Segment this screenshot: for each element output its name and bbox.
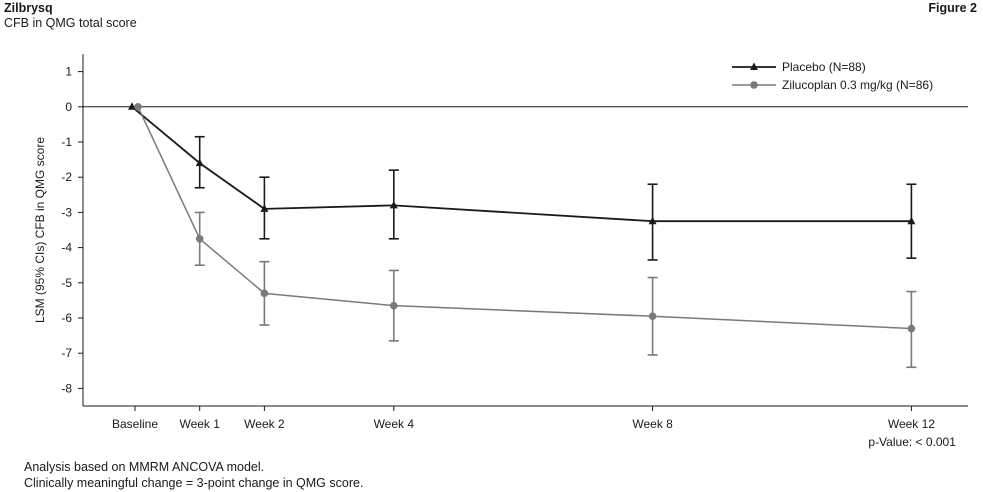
footnotes: Analysis based on MMRM ANCOVA model. Cli… bbox=[24, 459, 363, 491]
x-tick-label: Week 2 bbox=[244, 417, 285, 431]
data-point-circle bbox=[134, 103, 142, 111]
data-point-triangle bbox=[195, 158, 204, 167]
legend-label: Zilucoplan 0.3 mg/kg (N=86) bbox=[782, 78, 933, 92]
data-point-circle bbox=[260, 289, 269, 298]
legend-marker-circle bbox=[750, 81, 758, 89]
data-point-triangle bbox=[907, 216, 916, 225]
x-tick-label: Week 8 bbox=[632, 417, 673, 431]
footnote-clinical-change: Clinically meaningful change = 3-point c… bbox=[24, 476, 364, 490]
y-tick-label: -5 bbox=[61, 276, 72, 290]
data-point-circle bbox=[390, 301, 398, 310]
data-point-triangle bbox=[260, 204, 269, 212]
x-tick-label: Week 12 bbox=[888, 417, 935, 431]
legend-label: Placebo (N=88) bbox=[782, 60, 866, 74]
y-tick-label: -7 bbox=[61, 346, 72, 360]
data-point-circle bbox=[195, 235, 204, 243]
y-tick-label: -1 bbox=[61, 135, 72, 149]
x-tick-label: Week 1 bbox=[179, 417, 220, 431]
data-point-triangle bbox=[648, 216, 657, 225]
legend-marker-triangle bbox=[750, 62, 758, 70]
y-tick-label: -3 bbox=[61, 205, 72, 219]
y-tick-label: 1 bbox=[65, 65, 72, 79]
y-tick-label: 0 bbox=[65, 100, 72, 114]
data-point-triangle bbox=[128, 102, 136, 110]
series-line bbox=[137, 106, 912, 330]
series-line bbox=[131, 106, 912, 223]
data-point-triangle bbox=[389, 200, 398, 209]
data-point-circle bbox=[648, 312, 657, 321]
data-point-circle bbox=[907, 324, 916, 333]
p-value-annotation: p-Value: < 0.001 bbox=[868, 435, 956, 449]
x-tick-label: Week 4 bbox=[374, 417, 415, 431]
footnote-model: Analysis based on MMRM ANCOVA model. bbox=[24, 460, 265, 474]
chart-subtitle: CFB in QMG total score bbox=[4, 16, 137, 30]
y-tick-label: -2 bbox=[61, 170, 72, 184]
y-tick-label: -8 bbox=[61, 381, 72, 395]
brand-name: Zilbrysq bbox=[4, 1, 53, 15]
y-axis-title: LSM (95% CIs) CFB in QMG score bbox=[33, 137, 47, 323]
figure-label: Figure 2 bbox=[928, 1, 977, 15]
x-tick-label: Baseline bbox=[112, 417, 158, 431]
y-tick-label: -4 bbox=[61, 241, 72, 255]
y-tick-label: -6 bbox=[61, 311, 72, 325]
